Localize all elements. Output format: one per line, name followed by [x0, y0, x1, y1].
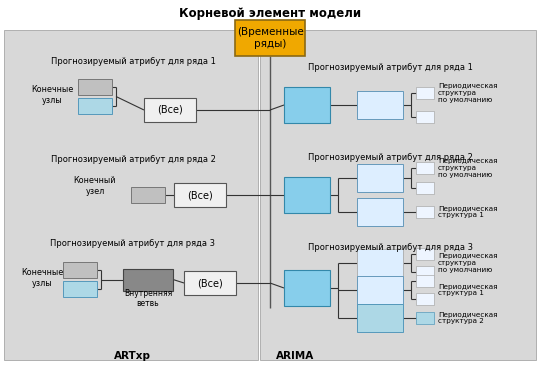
Text: Прогнозируемый атрибут для ряда 2: Прогнозируемый атрибут для ряда 2 — [51, 155, 215, 164]
Bar — [174, 183, 226, 207]
Bar — [416, 206, 434, 218]
Text: Прогнозируемый атрибут для ряда 2: Прогнозируемый атрибут для ряда 2 — [308, 153, 472, 163]
Bar — [78, 98, 112, 114]
Text: Периодическая
структура
по умолчанию: Периодическая структура по умолчанию — [438, 83, 497, 103]
Bar — [357, 164, 403, 192]
Text: Прогнозируемый атрибут для ряда 1: Прогнозируемый атрибут для ряда 1 — [51, 57, 215, 67]
Bar — [63, 281, 97, 297]
Text: Периодическая
структура
по умолчанию: Периодическая структура по умолчанию — [438, 158, 497, 178]
Bar — [0, 0, 540, 30]
Bar — [63, 262, 97, 278]
Bar — [416, 111, 434, 123]
Bar — [416, 293, 434, 305]
Text: ARIMA: ARIMA — [276, 351, 314, 361]
Bar — [4, 30, 258, 360]
Text: (Все): (Все) — [197, 278, 223, 288]
Text: Прогнозируемый атрибут для ряда 3: Прогнозируемый атрибут для ряда 3 — [307, 243, 472, 253]
Bar — [131, 187, 165, 203]
Bar — [123, 268, 173, 291]
Text: Конечные
узлы: Конечные узлы — [31, 85, 73, 105]
Bar — [78, 79, 112, 95]
Bar — [357, 304, 403, 332]
Bar — [284, 270, 330, 306]
Text: Периодическая
структура
по умолчанию: Периодическая структура по умолчанию — [438, 253, 497, 273]
Text: Внутренняя
ветвь: Внутренняя ветвь — [124, 289, 172, 308]
Bar — [416, 275, 434, 287]
Bar — [416, 266, 434, 278]
Bar — [284, 177, 330, 213]
Text: ARTxp: ARTxp — [113, 351, 151, 361]
Text: Корневой элемент модели: Корневой элемент модели — [179, 6, 361, 20]
Bar — [416, 182, 434, 194]
Text: Прогнозируемый атрибут для ряда 1: Прогнозируемый атрибут для ряда 1 — [308, 64, 472, 73]
Text: Периодическая
структура 1: Периодическая структура 1 — [438, 284, 497, 296]
Bar — [235, 20, 305, 56]
Bar — [284, 87, 330, 123]
Bar — [416, 87, 434, 99]
Text: Прогнозируемый атрибут для ряда 3: Прогнозируемый атрибут для ряда 3 — [51, 239, 215, 248]
Text: (Все): (Все) — [157, 105, 183, 115]
Bar — [144, 98, 196, 122]
Bar — [416, 312, 434, 324]
Bar — [184, 271, 236, 295]
Bar — [416, 162, 434, 174]
Bar — [357, 198, 403, 226]
Bar — [357, 249, 403, 277]
Text: Конечные
узлы: Конечные узлы — [21, 268, 63, 288]
Text: Периодическая
структура 2: Периодическая структура 2 — [438, 311, 497, 324]
Text: (Все): (Все) — [187, 190, 213, 200]
Text: (Временные
ряды): (Временные ряды) — [237, 27, 303, 49]
Bar — [260, 30, 536, 360]
Bar — [416, 248, 434, 260]
Bar — [357, 276, 403, 304]
Text: Конечный
узел: Конечный узел — [74, 176, 116, 196]
Bar — [357, 91, 403, 119]
Text: Периодическая
структура 1: Периодическая структура 1 — [438, 206, 497, 218]
